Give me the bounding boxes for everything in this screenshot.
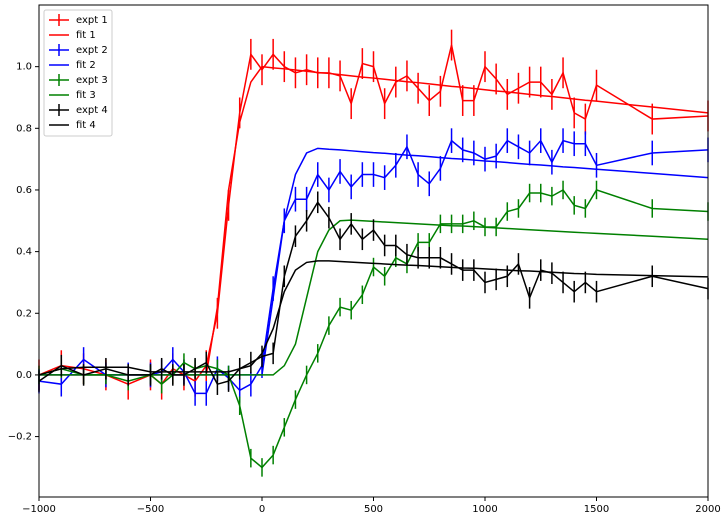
y-tick-label: 0.0 <box>16 370 32 381</box>
x-tick-label: 500 <box>364 504 383 515</box>
x-tick-label: 1500 <box>584 504 609 515</box>
series-line <box>38 260 709 376</box>
series-line <box>39 219 709 376</box>
series-line <box>38 44 709 386</box>
x-tick-label: −500 <box>137 504 164 515</box>
series-line <box>38 139 709 395</box>
legend-label: expt 3 <box>76 75 108 86</box>
y-tick-label: 1.0 <box>16 62 32 73</box>
series-line <box>38 200 709 386</box>
legend-label: fit 3 <box>76 90 96 101</box>
y-tick-label: 0.8 <box>16 123 32 134</box>
legend-label: expt 4 <box>76 105 108 116</box>
legend-label: expt 2 <box>76 45 108 56</box>
y-tick-label: 0.6 <box>16 185 32 196</box>
legend-label: fit 2 <box>76 60 96 71</box>
legend-label: fit 4 <box>76 120 96 131</box>
plot-frame <box>38 4 709 498</box>
y-tick-label: 0.2 <box>16 308 32 319</box>
x-tick-label: 0 <box>259 504 265 515</box>
x-tick-label: −1000 <box>22 504 56 515</box>
legend-label: fit 1 <box>76 30 96 41</box>
x-tick-label: 2000 <box>695 504 720 515</box>
y-tick-label: 0.4 <box>16 247 32 258</box>
y-tick-label: −0.2 <box>8 432 32 443</box>
legend-box <box>43 9 113 137</box>
legend-label: expt 1 <box>76 15 108 26</box>
series-line <box>38 188 709 469</box>
x-tick-label: 1000 <box>472 504 497 515</box>
